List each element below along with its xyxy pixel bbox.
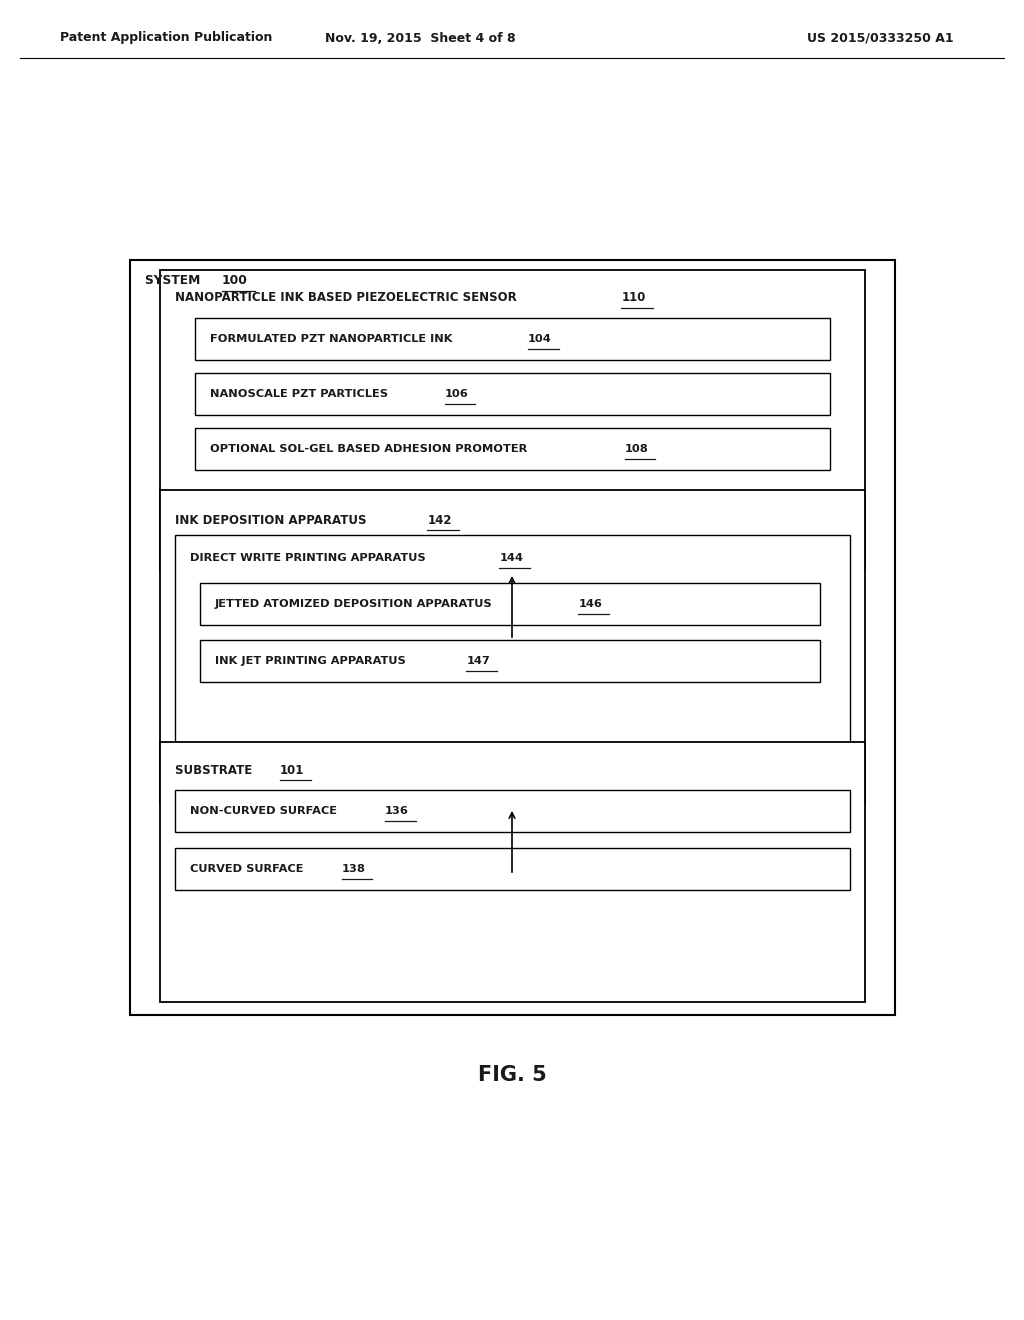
Text: INK DEPOSITION APPARATUS: INK DEPOSITION APPARATUS (175, 513, 371, 527)
Bar (200, 640, 820, 682)
Text: JETTED ATOMIZED DEPOSITION APPARATUS: JETTED ATOMIZED DEPOSITION APPARATUS (215, 599, 497, 609)
Text: SUBSTRATE: SUBSTRATE (175, 763, 256, 776)
Bar (175, 789, 850, 832)
Text: 106: 106 (444, 389, 469, 399)
Text: FORMULATED PZT NANOPARTICLE INK: FORMULATED PZT NANOPARTICLE INK (210, 334, 457, 345)
Text: NON-CURVED SURFACE: NON-CURVED SURFACE (190, 807, 341, 816)
Text: 101: 101 (280, 763, 304, 776)
Text: INK JET PRINTING APPARATUS: INK JET PRINTING APPARATUS (215, 656, 410, 667)
Text: 142: 142 (427, 513, 452, 527)
Text: 104: 104 (528, 334, 552, 345)
Bar (195, 318, 830, 360)
Text: OPTIONAL SOL-GEL BASED ADHESION PROMOTER: OPTIONAL SOL-GEL BASED ADHESION PROMOTER (210, 444, 531, 454)
Text: 100: 100 (222, 273, 248, 286)
Text: US 2015/0333250 A1: US 2015/0333250 A1 (807, 32, 953, 45)
Text: FIG. 5: FIG. 5 (477, 1065, 547, 1085)
Text: 147: 147 (466, 656, 490, 667)
Bar (130, 260, 895, 1015)
Bar (175, 535, 850, 789)
Text: NANOSCALE PZT PARTICLES: NANOSCALE PZT PARTICLES (210, 389, 392, 399)
Text: 144: 144 (499, 553, 523, 564)
Text: 136: 136 (385, 807, 409, 816)
Bar (175, 847, 850, 890)
Text: SYSTEM: SYSTEM (145, 273, 205, 286)
Text: DIRECT WRITE PRINTING APPARATUS: DIRECT WRITE PRINTING APPARATUS (190, 553, 430, 564)
Bar (200, 583, 820, 624)
Text: NANOPARTICLE INK BASED PIEZOELECTRIC SENSOR: NANOPARTICLE INK BASED PIEZOELECTRIC SEN… (175, 292, 521, 305)
Bar (195, 374, 830, 414)
Text: 110: 110 (622, 292, 646, 305)
Text: 146: 146 (579, 599, 602, 609)
Text: Patent Application Publication: Patent Application Publication (60, 32, 272, 45)
Text: 108: 108 (625, 444, 648, 454)
Bar (195, 428, 830, 470)
Text: 138: 138 (342, 865, 366, 874)
Bar (160, 742, 865, 1002)
Text: CURVED SURFACE: CURVED SURFACE (190, 865, 307, 874)
Bar (160, 490, 865, 805)
Bar (160, 271, 865, 570)
Text: Nov. 19, 2015  Sheet 4 of 8: Nov. 19, 2015 Sheet 4 of 8 (325, 32, 515, 45)
